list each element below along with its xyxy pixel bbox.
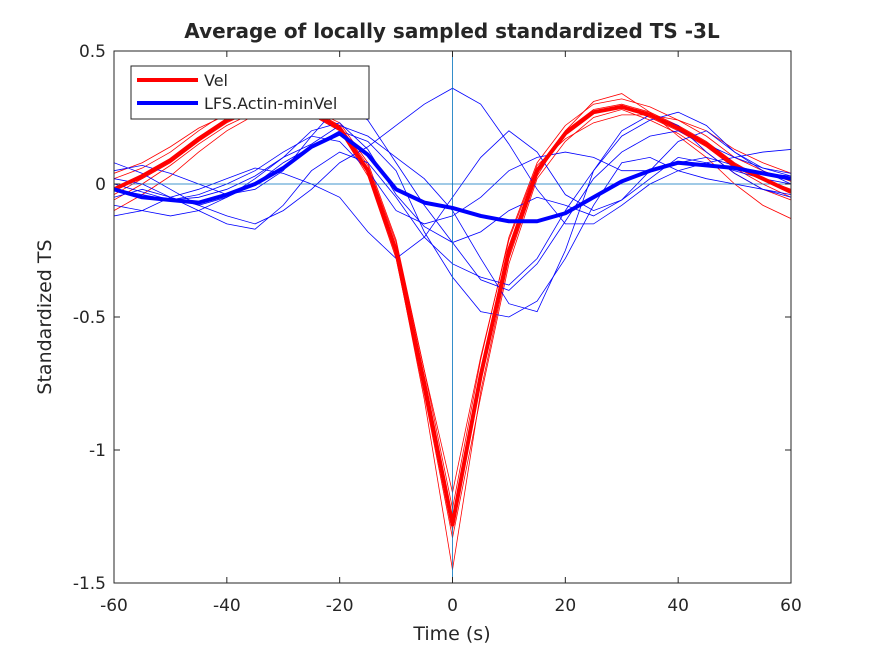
y-tick-label: 0.5 [79,42,106,62]
chart-title: Average of locally sampled standardized … [184,19,720,43]
x-tick-label: -40 [213,596,241,616]
legend: Vel LFS.Actin-minVel [130,65,370,120]
y-tick-label: 0 [95,175,106,195]
y-tick-label: -0.5 [73,308,106,328]
legend-label-vel: Vel [204,71,228,90]
x-tick-label: -60 [100,596,128,616]
x-tick-label: 40 [667,596,689,616]
reference-lines [114,51,791,583]
y-axis-label: Standardized TS [34,239,56,394]
legend-label-lfs-actin-minvel: LFS.Actin-minVel [204,94,337,113]
x-tick-label: 0 [447,596,458,616]
mean-series [114,102,791,527]
y-tick-label: -1.5 [73,574,106,594]
legend-box [130,65,370,120]
x-axis-label: Time (s) [412,623,490,645]
series-line-vel [114,102,791,527]
x-tick-label: 20 [555,596,577,616]
series-line-lfs-actin-minvel [114,131,791,224]
x-tick-label: -20 [326,596,354,616]
axis-ticks: -60 -40 -20 0 20 40 60 0.5 0 -0.5 -1 -1.5 [73,42,802,616]
x-tick-label: 60 [780,596,802,616]
y-tick-label: -1 [89,441,106,461]
plot-area: -60 -40 -20 0 20 40 60 0.5 0 -0.5 -1 -1.5 [73,42,802,616]
